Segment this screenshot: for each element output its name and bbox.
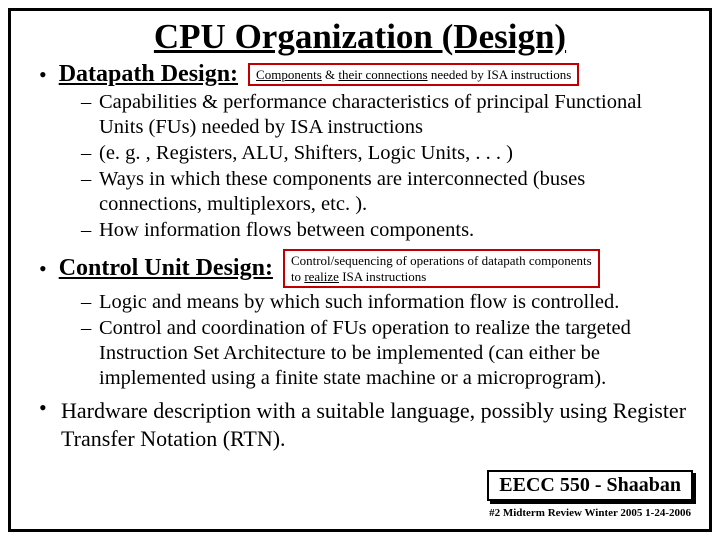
- control-callout: Control/sequencing of operations of data…: [283, 249, 600, 288]
- list-item: –Control and coordination of FUs operati…: [81, 316, 687, 391]
- list-item: –(e. g. , Registers, ALU, Shifters, Logi…: [81, 141, 687, 166]
- callout-text: realize: [304, 269, 339, 284]
- footer-meta: #2 Midterm Review Winter 2005 1-24-2006: [489, 507, 691, 519]
- item-text: Logic and means by which such informatio…: [99, 290, 619, 315]
- callout-text: needed by ISA instructions: [428, 67, 572, 82]
- footer-course-box: EECC 550 - Shaaban: [487, 470, 693, 501]
- list-item: –Logic and means by which such informati…: [81, 290, 687, 315]
- slide-title: CPU Organization (Design): [33, 17, 687, 57]
- callout-text: Components: [256, 67, 322, 82]
- datapath-sublist: –Capabilities & performance characterist…: [81, 90, 687, 243]
- dash-icon: –: [81, 90, 99, 140]
- dash-icon: –: [81, 218, 99, 243]
- dash-icon: –: [81, 167, 99, 217]
- item-text: Control and coordination of FUs operatio…: [99, 316, 687, 391]
- callout-text: their connections: [338, 67, 427, 82]
- dash-icon: –: [81, 290, 99, 315]
- callout-text: Control/sequencing of operations of data…: [291, 253, 592, 268]
- dash-icon: –: [81, 141, 99, 166]
- slide-frame: CPU Organization (Design) • Datapath Des…: [8, 8, 712, 532]
- bullet-dot: •: [39, 64, 47, 86]
- list-item: –How information flows between component…: [81, 218, 687, 243]
- item-text: Capabilities & performance characteristi…: [99, 90, 687, 140]
- control-heading: Control Unit Design:: [59, 255, 273, 282]
- section-datapath-row: • Datapath Design: Components & their co…: [39, 61, 687, 88]
- callout-text: to: [291, 269, 304, 284]
- section-hardware: • Hardware description with a suitable l…: [39, 397, 687, 452]
- bullet-dot: •: [39, 397, 59, 452]
- callout-text: &: [322, 67, 339, 82]
- item-text: Ways in which these components are inter…: [99, 167, 687, 217]
- list-item: –Capabilities & performance characterist…: [81, 90, 687, 140]
- hardware-text: Hardware description with a suitable lan…: [61, 397, 687, 452]
- section-control-row: • Control Unit Design: Control/sequencin…: [39, 249, 687, 288]
- dash-icon: –: [81, 316, 99, 391]
- item-text: How information flows between components…: [99, 218, 474, 243]
- list-item: –Ways in which these components are inte…: [81, 167, 687, 217]
- callout-text: ISA instructions: [339, 269, 426, 284]
- bullet-dot: •: [39, 258, 47, 280]
- item-text: (e. g. , Registers, ALU, Shifters, Logic…: [99, 141, 513, 166]
- datapath-callout: Components & their connections needed by…: [248, 63, 579, 87]
- datapath-heading: Datapath Design:: [59, 61, 238, 88]
- control-sublist: –Logic and means by which such informati…: [81, 290, 687, 391]
